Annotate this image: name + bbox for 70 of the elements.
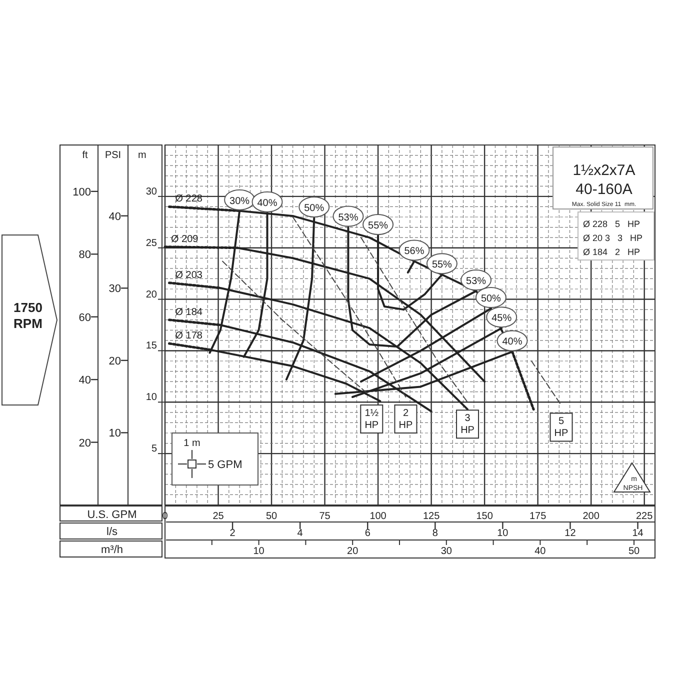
series-label: 55%: [432, 260, 452, 271]
x2-axis-title: l/s: [106, 526, 118, 538]
x-tick-label: 50: [266, 511, 278, 522]
y-tick-label: 30: [146, 186, 158, 198]
text: 40-160A: [576, 181, 632, 198]
series-label: 40%: [502, 336, 522, 348]
x-tick-label: 150: [476, 511, 494, 522]
x-axis-title: U.S. GPM: [87, 509, 137, 521]
x-tick-label: 225: [636, 511, 654, 522]
series-label: 30%: [230, 196, 250, 207]
y3-tick-label: 40: [108, 210, 121, 223]
x-tick-label: 75: [319, 511, 331, 522]
y2-tick-label: 40: [78, 374, 91, 387]
series-label: Ø 228: [175, 194, 203, 205]
series-label: 50%: [304, 203, 324, 214]
x2-tick-label: 2: [230, 528, 236, 539]
x2-tick-label: 12: [564, 528, 576, 539]
text: m³/h: [101, 544, 123, 556]
y2-tick-label: 60: [78, 312, 91, 324]
x-tick-label: 175: [529, 511, 547, 522]
annotation: Ø 184 2 HP: [583, 247, 640, 257]
y3-axis-title: PSI: [104, 150, 122, 161]
text: 1750 RPM: [14, 300, 42, 331]
text: 1½x2x7A: [572, 162, 636, 179]
annotation: Ø 20 3 3 HP: [583, 233, 643, 243]
series-label: Ø 209: [171, 234, 199, 245]
y2-tick-label: 80: [78, 249, 91, 262]
annotation: 1 m: [184, 438, 200, 449]
y-tick-label: 10: [146, 392, 158, 404]
y-tick-label: 15: [146, 340, 158, 352]
series-label: 1½ HP: [364, 408, 380, 431]
series-label: 45%: [492, 313, 512, 324]
series-label: 53%: [338, 212, 358, 224]
annotation: 5 GPM: [208, 459, 242, 471]
y2-tick-label: 20: [78, 437, 91, 450]
series-label: Ø 178: [175, 330, 203, 342]
y-tick-label: 5: [151, 444, 158, 455]
series-label: Ø 203: [175, 270, 203, 281]
y-axis-title: m: [138, 150, 146, 161]
text: 30: [440, 546, 452, 557]
annotation: Ø 228 5 HP: [583, 219, 640, 229]
y3-tick-label: 30: [108, 283, 121, 296]
text: 50: [628, 546, 640, 557]
y-tick-label: 25: [146, 238, 158, 249]
series-label: 3 HP: [460, 413, 475, 436]
y2-axis-title: ft: [82, 150, 88, 161]
text: 10: [253, 546, 265, 557]
series-label: 55%: [368, 220, 388, 232]
x2-tick-label: 14: [632, 528, 644, 539]
x2-tick-label: 6: [364, 528, 371, 539]
y3-tick-label: 20: [108, 355, 121, 368]
series-label: 2 HP: [398, 408, 414, 431]
y3-tick-label: 10: [108, 428, 121, 440]
text: 20: [347, 546, 359, 557]
series-label: Ø 184: [175, 306, 203, 318]
x-tick-label: 100: [370, 511, 387, 522]
x2-tick-label: 8: [432, 528, 438, 539]
x2-tick-label: 10: [497, 528, 509, 539]
y-tick-label: 20: [146, 289, 158, 300]
series-label: 56%: [404, 246, 424, 258]
series-label: 40%: [257, 198, 278, 209]
series-label: 5 HP: [554, 416, 569, 440]
x-tick-label: 125: [422, 511, 440, 522]
series-label: 50%: [480, 294, 502, 305]
x-tick-label: 25: [212, 511, 224, 522]
x-tick-label: 200: [582, 511, 600, 522]
y2-tick-label: 100: [72, 186, 91, 198]
series-label: 53%: [466, 276, 486, 288]
x2-tick-label: 4: [297, 528, 304, 539]
text: 40: [534, 546, 546, 557]
